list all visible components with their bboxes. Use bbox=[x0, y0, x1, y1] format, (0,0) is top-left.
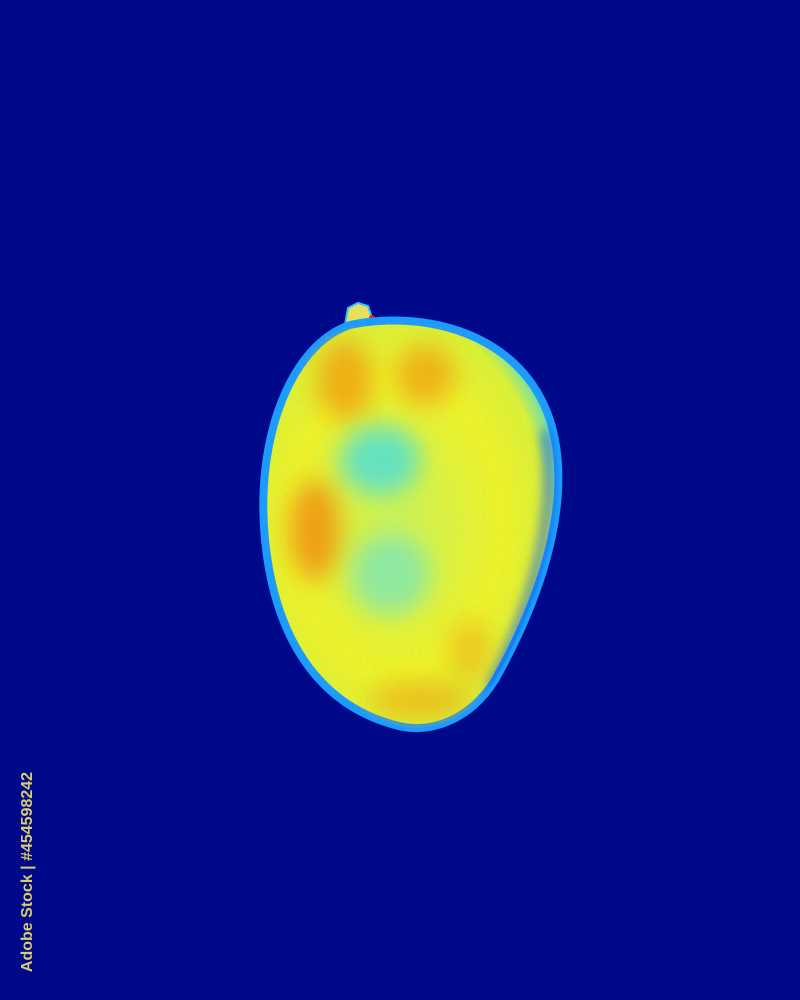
credit: Adobe Stock | #454598242 bbox=[19, 772, 36, 972]
